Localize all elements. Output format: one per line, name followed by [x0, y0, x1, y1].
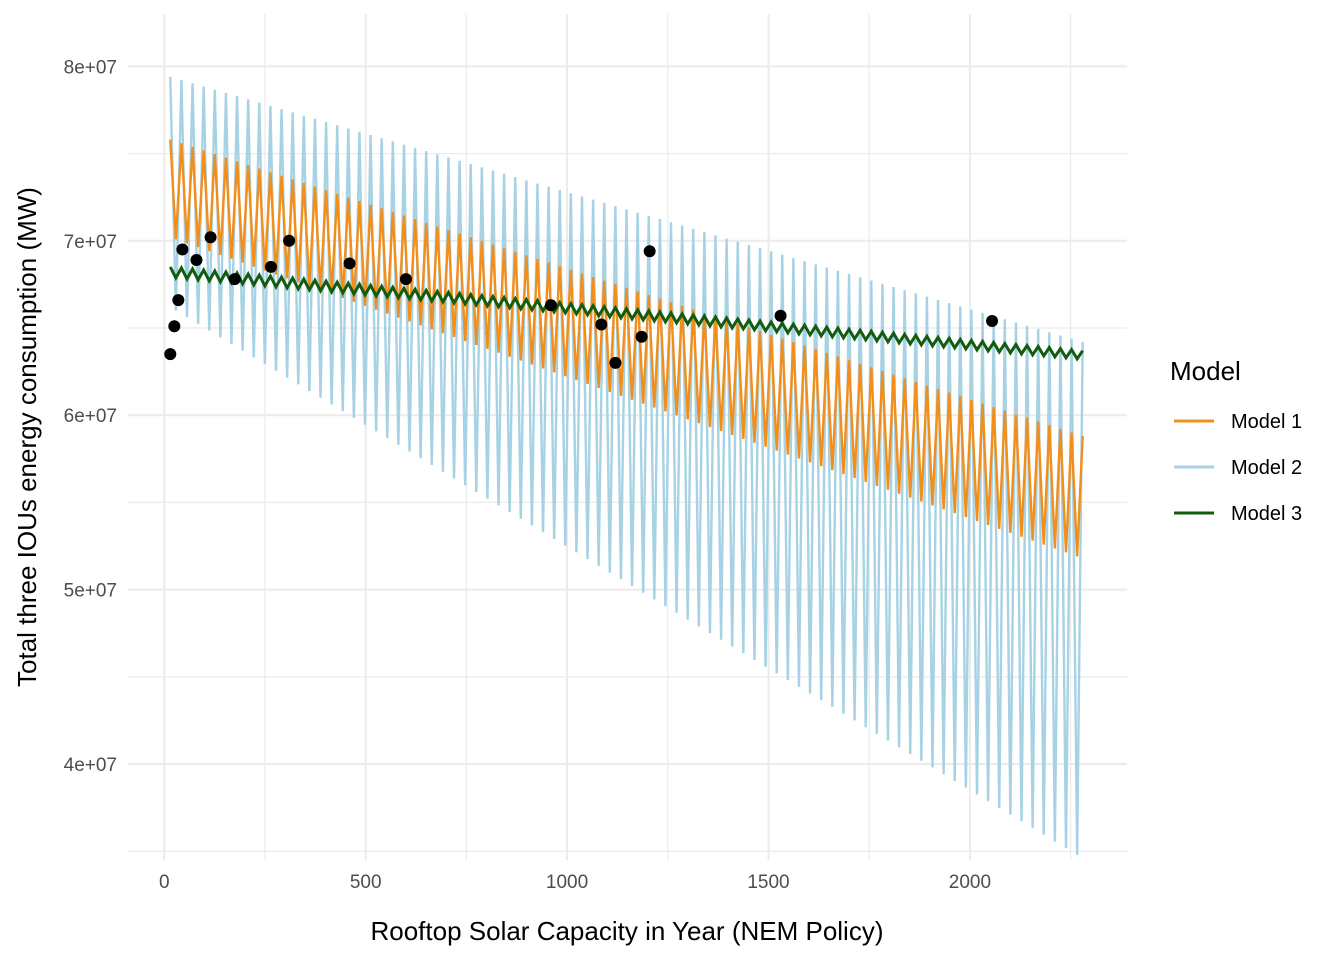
x-tick-label: 1500 [747, 872, 789, 893]
series-model-1 [169, 139, 1084, 557]
data-point [343, 257, 356, 270]
data-point [399, 273, 412, 286]
data-point [204, 231, 217, 244]
series-model-2 [169, 76, 1084, 855]
data-point [595, 318, 608, 331]
legend: Model Model 1 Model 2 Model 3 [1170, 356, 1302, 525]
data-point [172, 294, 185, 307]
data-point [176, 243, 189, 256]
legend-label: Model 1 [1231, 411, 1302, 433]
legend-title: Model [1170, 356, 1241, 386]
legend-label: Model 2 [1231, 457, 1302, 479]
y-tick-label: 8e+07 [64, 57, 117, 78]
legend-label: Model 3 [1231, 503, 1302, 525]
data-point [609, 356, 622, 369]
y-tick-label: 7e+07 [64, 232, 117, 253]
x-tick-label: 500 [350, 872, 382, 893]
data-point [635, 330, 648, 343]
y-axis-ticks: 4e+07 5e+07 6e+07 7e+07 8e+07 [64, 57, 117, 776]
x-axis-ticks: 0 500 1000 1500 2000 [159, 872, 991, 893]
data-point [164, 348, 177, 361]
y-tick-label: 6e+07 [64, 406, 117, 427]
series-layer [168, 76, 1084, 855]
y-tick-label: 4e+07 [64, 755, 117, 776]
y-tick-label: 5e+07 [64, 581, 117, 602]
x-tick-label: 2000 [949, 872, 991, 893]
y-axis-title: Total three IOUs energy consumption (MW) [12, 187, 42, 687]
x-axis-title: Rooftop Solar Capacity in Year (NEM Poli… [370, 916, 883, 946]
data-point [265, 260, 278, 273]
data-point [544, 299, 557, 312]
data-point [986, 315, 999, 328]
data-point [228, 273, 241, 286]
data-point [190, 253, 203, 266]
data-point [283, 234, 296, 247]
x-tick-label: 1000 [546, 872, 588, 893]
series-model-3 [168, 264, 1084, 362]
data-points [164, 231, 999, 369]
data-point [643, 245, 656, 258]
data-point [168, 320, 181, 333]
x-tick-label: 0 [159, 872, 170, 893]
data-point [774, 309, 787, 322]
